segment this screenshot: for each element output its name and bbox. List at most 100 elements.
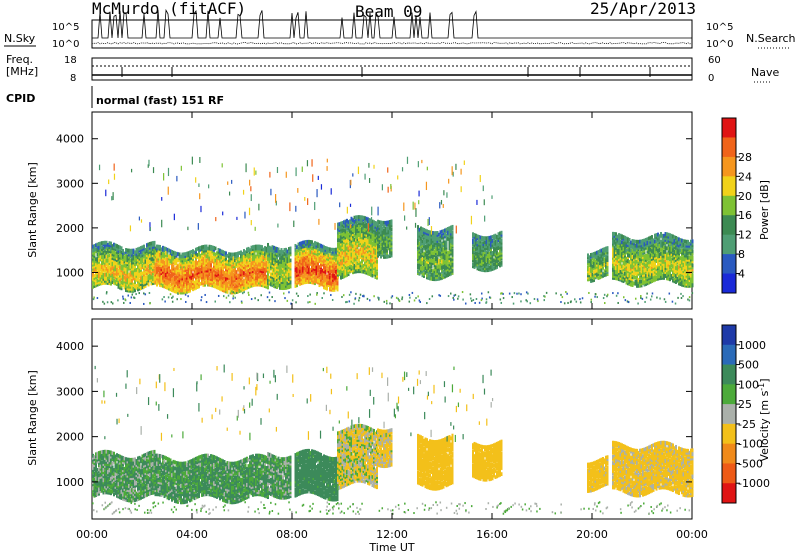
echo-cell (350, 268, 353, 273)
echo-cell (355, 229, 357, 234)
echo-cell (352, 234, 354, 239)
echo-cell (144, 259, 147, 264)
echo-cell (302, 256, 304, 261)
echo-cell (297, 266, 300, 271)
echo-cell (374, 243, 377, 247)
echo-cell (451, 253, 454, 257)
echo-cell (189, 258, 191, 263)
echo-cell (183, 264, 185, 269)
echo-cell (496, 253, 498, 257)
echo-cell (417, 247, 419, 251)
echo-cell (333, 287, 336, 292)
echo-cell (271, 277, 274, 282)
echo-cell (195, 253, 197, 258)
echo-cell (265, 280, 268, 285)
echo-cell (222, 272, 224, 277)
echo-cell (308, 265, 310, 270)
echo-cell (282, 258, 284, 262)
echo-cell (280, 284, 283, 288)
echo-cell (361, 255, 363, 260)
echo-cell (132, 270, 135, 275)
echo-cell (320, 281, 322, 286)
echo-cell (318, 265, 321, 270)
echo-cell (244, 286, 247, 291)
echo-cell (373, 238, 375, 243)
echo-cell (596, 250, 598, 255)
echo-cell (347, 264, 350, 269)
echo-cell (98, 258, 100, 262)
echo-cell (141, 285, 144, 290)
echo-cell (256, 260, 259, 265)
echo-cell (225, 251, 227, 256)
echo-cell (615, 238, 617, 243)
echo-cell (423, 244, 425, 248)
echo-cell (361, 225, 363, 230)
echo-cell (444, 264, 446, 269)
echo-cell (429, 232, 431, 237)
echo-cell (220, 253, 223, 258)
echo-cell (315, 249, 318, 254)
echo-cell (352, 244, 354, 249)
echo-cell (368, 240, 371, 244)
echo-cell (253, 270, 256, 275)
echo-cell (368, 266, 371, 271)
echo-cell (252, 271, 254, 276)
echo-cell (262, 277, 265, 282)
echo-cell (261, 253, 263, 257)
echo-cell (321, 246, 324, 251)
echo-cell (286, 253, 289, 258)
echo-cell (618, 257, 620, 262)
echo-cell (92, 268, 94, 273)
echo-cell (137, 267, 139, 272)
echo-cell (285, 255, 287, 260)
echo-cell (178, 288, 181, 293)
echo-cell (163, 268, 166, 273)
echo-cell (92, 276, 94, 281)
echo-cell (430, 236, 433, 241)
echo-cell (302, 248, 304, 253)
echo-cell (244, 272, 247, 277)
echo-cell (187, 263, 190, 268)
echo-cell (110, 257, 112, 262)
echo-cell (123, 279, 126, 284)
echo-cell (321, 270, 324, 275)
echo-cell (606, 246, 609, 250)
echo-cell (296, 267, 298, 272)
echo-cell (497, 246, 500, 251)
echo-cell (160, 263, 163, 268)
echo-cell (231, 258, 233, 263)
echo-cell (597, 258, 600, 262)
echo-cell (247, 278, 250, 283)
echo-cell (162, 283, 164, 288)
echo-cell (195, 285, 197, 290)
echo-cell (318, 259, 321, 263)
echo-cell (445, 263, 448, 268)
echo-cell (147, 256, 150, 261)
echo-cell (183, 268, 185, 273)
echo-cell (128, 264, 130, 269)
echo-cell (259, 276, 262, 281)
echo-cell (476, 266, 479, 271)
echo-cell (270, 248, 272, 253)
echo-cell (193, 268, 196, 273)
echo-cell (444, 254, 446, 259)
echo-cell (341, 245, 344, 249)
echo-cell (222, 284, 224, 289)
echo-cell (389, 254, 391, 258)
echo-cell (128, 276, 130, 281)
echo-cell (441, 235, 443, 240)
echo-cell (371, 245, 374, 250)
echo-cell (599, 273, 601, 278)
echo-cell (265, 266, 268, 271)
echo-cell (96, 258, 99, 263)
echo-cell (350, 244, 353, 249)
echo-cell (619, 247, 622, 252)
echo-cell (628, 276, 631, 280)
echo-cell (343, 250, 345, 255)
echo-cell (137, 287, 139, 292)
echo-cell (390, 253, 393, 258)
echo-cell (340, 273, 342, 278)
echo-cell (311, 250, 313, 255)
echo-cell (450, 261, 452, 266)
echo-cell (250, 251, 253, 256)
